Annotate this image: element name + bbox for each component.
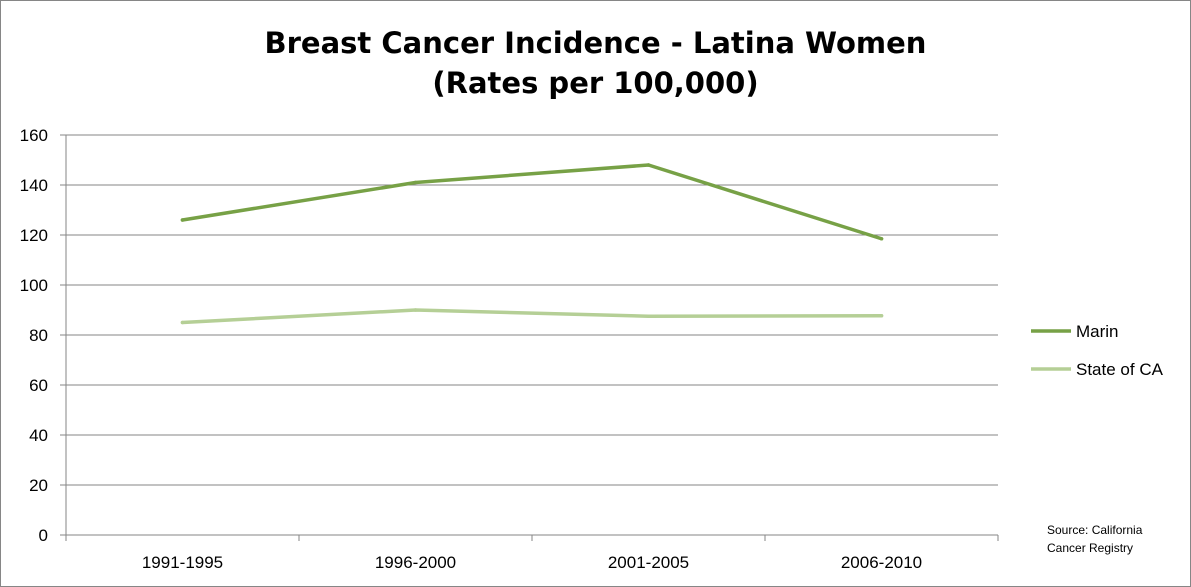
y-tick-label: 100 [20, 276, 48, 295]
series-line-marin [180, 163, 884, 241]
y-tick-label: 120 [20, 226, 48, 245]
source-note-line-1: Source: California [1047, 523, 1143, 537]
source-note-line-2: Cancer Registry [1047, 541, 1134, 555]
legend-label: Marin [1076, 322, 1119, 341]
y-tick-label: 0 [39, 526, 48, 545]
chart-title: Breast Cancer Incidence - Latina Women (… [1, 23, 1190, 103]
data-point [413, 180, 418, 185]
x-tick-label: 1991-1995 [142, 553, 223, 572]
legend-label: State of CA [1076, 360, 1164, 379]
data-point [646, 314, 651, 319]
data-point [879, 236, 884, 241]
data-point [180, 320, 185, 325]
y-tick-label: 60 [29, 376, 48, 395]
y-tick-label: 20 [29, 476, 48, 495]
y-tick-label: 160 [20, 126, 48, 145]
x-tick-label: 1996-2000 [375, 553, 456, 572]
y-tick-label: 80 [29, 326, 48, 345]
data-point [646, 163, 651, 167]
chart-title-line-2: (Rates per 100,000) [432, 66, 759, 100]
x-tick-label: 2001-2005 [608, 553, 689, 572]
y-tick-label: 40 [29, 426, 48, 445]
series-line-state-of-ca [180, 308, 884, 325]
y-tick-label: 140 [20, 176, 48, 195]
data-point [413, 308, 418, 312]
data-point [879, 313, 884, 318]
chart-title-line-1: Breast Cancer Incidence - Latina Women [264, 26, 927, 60]
source-note: Source: California Cancer Registry [1047, 521, 1177, 557]
x-tick-label: 2006-2010 [841, 553, 922, 572]
data-point [180, 218, 185, 222]
